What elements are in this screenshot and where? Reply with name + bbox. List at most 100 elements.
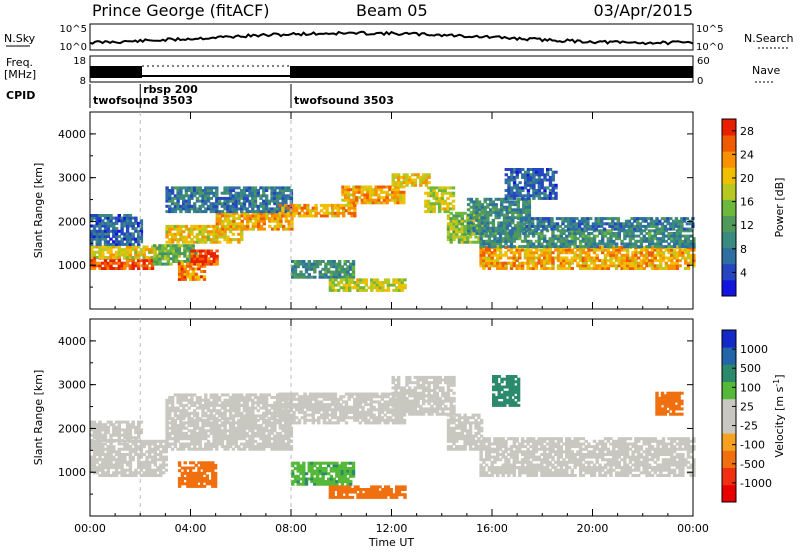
- range-cell: [223, 211, 228, 215]
- range-cell: [213, 471, 218, 475]
- colorbar-swatch: [722, 199, 736, 216]
- range-cell: [509, 261, 514, 265]
- range-cell: [223, 401, 227, 405]
- range-cell: [275, 445, 280, 449]
- range-cell: [137, 425, 141, 429]
- range-cell: [191, 484, 196, 488]
- range-cell: [98, 466, 102, 470]
- range-cell: [281, 447, 285, 451]
- range-cell: [198, 431, 202, 435]
- range-cell: [179, 189, 183, 192]
- range-cell: [570, 237, 574, 241]
- range-cell: [529, 181, 533, 185]
- range-cell: [176, 224, 180, 228]
- range-cell: [532, 175, 536, 179]
- range-cell: [535, 194, 539, 198]
- range-cell: [170, 227, 175, 231]
- range-cell: [264, 202, 269, 206]
- range-cell: [397, 286, 402, 290]
- range-cell: [195, 417, 200, 421]
- range-cell: [670, 264, 674, 268]
- range-cell: [174, 244, 179, 248]
- range-cell: [567, 234, 572, 238]
- range-cell: [109, 229, 113, 233]
- range-cell: [429, 202, 434, 206]
- range-cell: [92, 455, 97, 459]
- range-cell: [548, 248, 552, 252]
- range-cell: [349, 198, 353, 202]
- range-cell: [674, 222, 679, 226]
- range-cell: [173, 232, 178, 236]
- range-cell: [193, 235, 197, 239]
- range-cell: [123, 445, 127, 449]
- range-cell: [353, 206, 357, 210]
- range-cell: [180, 471, 185, 475]
- range-cell: [106, 420, 110, 424]
- range-cell: [101, 261, 105, 265]
- range-cell: [526, 194, 531, 198]
- colorbar-swatch: [722, 183, 736, 200]
- range-cell: [612, 234, 616, 238]
- range-cell: [253, 186, 258, 190]
- range-cell: [204, 238, 208, 242]
- range-cell: [636, 219, 640, 223]
- range-cell: [217, 439, 222, 443]
- range-cell: [109, 259, 113, 263]
- range-cell: [480, 216, 485, 220]
- range-cell: [388, 188, 392, 192]
- range-cell: [527, 208, 532, 212]
- range-cell: [142, 442, 146, 446]
- range-cell: [394, 175, 398, 179]
- range-cell: [187, 393, 191, 397]
- range-cell: [242, 196, 247, 200]
- range-cell: [215, 393, 219, 397]
- range-cell: [237, 406, 241, 410]
- range-cell: [123, 455, 127, 459]
- range-cell: [379, 188, 384, 192]
- range-cell: [275, 442, 280, 446]
- range-cell: [548, 194, 553, 198]
- range-cell: [315, 262, 320, 266]
- range-cell: [567, 261, 572, 265]
- range-cell: [322, 206, 327, 210]
- range-cell: [193, 254, 197, 258]
- range-cell: [617, 237, 621, 241]
- range-cell: [526, 191, 531, 195]
- range-cell: [168, 189, 172, 192]
- range-cell: [112, 240, 116, 244]
- range-cell: [190, 189, 194, 192]
- range-cell: [278, 189, 283, 192]
- range-cell: [117, 463, 121, 467]
- range-cell: [432, 204, 436, 208]
- range-cell: [537, 259, 541, 263]
- range-cell: [526, 181, 531, 185]
- range-cell: [106, 453, 110, 456]
- range-cell: [689, 253, 693, 257]
- range-cell: [587, 245, 591, 249]
- range-cell: [278, 426, 283, 430]
- range-cell: [535, 181, 539, 185]
- range-cell: [455, 235, 459, 239]
- range-cell: [218, 222, 222, 226]
- range-cell: [206, 204, 211, 208]
- range-cell: [343, 275, 347, 279]
- range-cell: [314, 209, 318, 213]
- range-cell: [145, 267, 149, 270]
- range-cell: [609, 264, 613, 268]
- range-cell: [186, 466, 190, 470]
- range-cell: [572, 227, 576, 231]
- range-cell: [166, 260, 170, 263]
- range-cell: [554, 194, 558, 198]
- range-cell: [322, 203, 327, 207]
- range-cell: [109, 221, 113, 225]
- range-cell: [399, 193, 403, 197]
- range-cell: [215, 409, 219, 413]
- range-cell: [432, 189, 436, 192]
- range-cell: [114, 458, 119, 462]
- range-cell: [584, 253, 588, 257]
- range-cell: [402, 173, 406, 177]
- range-cell: [165, 426, 169, 430]
- range-cell: [645, 259, 649, 263]
- range-cell: [112, 235, 116, 238]
- range-cell: [242, 202, 247, 206]
